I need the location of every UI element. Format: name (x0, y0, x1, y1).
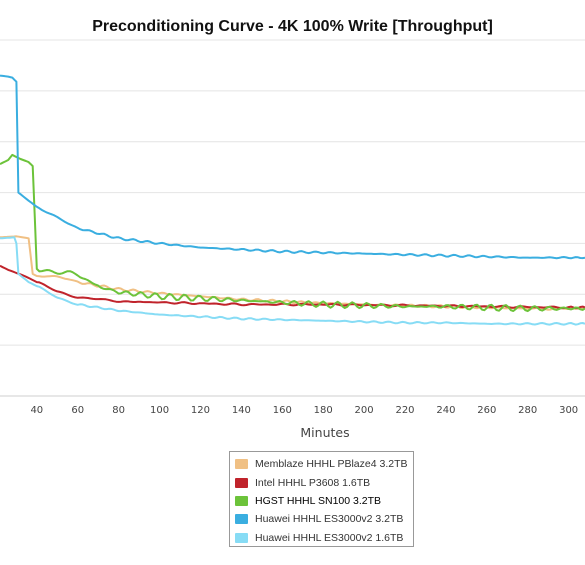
chart-title: Preconditioning Curve - 4K 100% Write [T… (92, 18, 493, 35)
gridlines (0, 39, 585, 397)
series-line (0, 236, 585, 326)
x-tick-label: 220 (395, 405, 414, 416)
x-tick-label: 180 (314, 405, 333, 416)
x-tick-label: 160 (273, 405, 292, 416)
x-axis-label: Minutes (300, 425, 349, 440)
legend-swatch (235, 532, 248, 543)
legend-swatch (235, 514, 248, 525)
x-tick-label: 260 (477, 405, 496, 416)
legend-item[interactable]: Huawei HHHL ES3000v2 3.2TB (235, 510, 413, 528)
x-tick-label: 100 (150, 405, 169, 416)
legend-label: Huawei HHHL ES3000v2 3.2TB (255, 513, 404, 526)
legend-label: Intel HHHL P3608 1.6TB (255, 476, 371, 489)
legend: Memblaze HHHL PBlaze4 3.2TB Intel HHHL P3… (229, 451, 414, 547)
x-tick-label: 200 (355, 405, 374, 416)
x-tick-label: 120 (191, 405, 210, 416)
x-tick-label: 240 (436, 405, 455, 416)
legend-swatch (235, 477, 248, 488)
x-tick-label: 60 (71, 405, 84, 416)
legend-item[interactable]: Intel HHHL P3608 1.6TB (235, 473, 413, 491)
series-lines (0, 74, 585, 326)
legend-label: Memblaze HHHL PBlaze4 3.2TB (255, 458, 408, 471)
x-tick-labels: 40 60 80 100 120 140 160 180 200 220 240 260 280 300 (30, 405, 578, 416)
x-tick-label: 300 (559, 405, 578, 416)
series-line (0, 153, 585, 313)
legend-label: HGST HHHL SN100 3.2TB (255, 494, 382, 507)
legend-label: Huawei HHHL ES3000v2 1.6TB (255, 531, 404, 544)
legend-swatch (235, 459, 248, 470)
series-line (0, 74, 585, 260)
legend-swatch (235, 495, 248, 506)
x-tick-label: 280 (518, 405, 537, 416)
x-tick-label: 80 (112, 405, 125, 416)
legend-item[interactable]: HGST HHHL SN100 3.2TB (235, 492, 413, 510)
x-tick-label: 40 (30, 405, 43, 416)
x-tick-label: 140 (232, 405, 251, 416)
legend-item[interactable]: Huawei HHHL ES3000v2 1.6TB (235, 529, 413, 547)
legend-item[interactable]: Memblaze HHHL PBlaze4 3.2TB (235, 455, 413, 473)
